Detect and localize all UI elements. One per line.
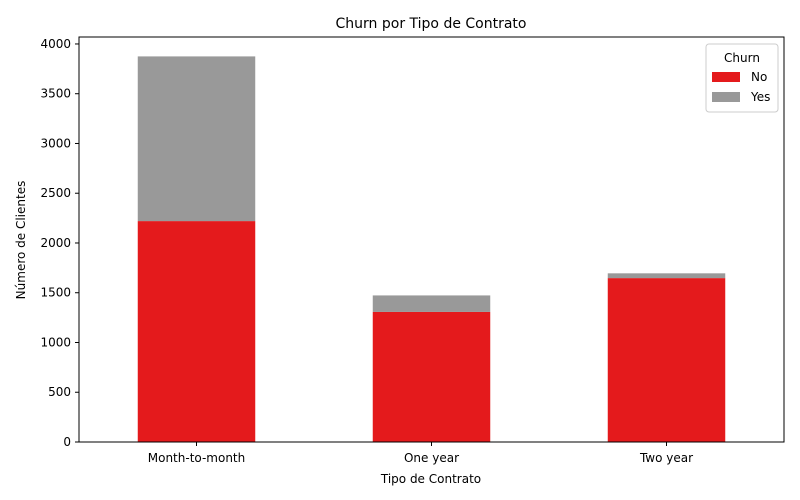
y-tick-label: 2000: [40, 236, 71, 250]
y-tick-label: 3000: [40, 136, 71, 150]
legend-label-no: No: [751, 70, 767, 84]
y-axis-title: Número de Clientes: [14, 181, 28, 300]
bar-no-two-year: [607, 278, 726, 442]
y-tick-label: 4000: [40, 37, 71, 51]
chart-title: Churn por Tipo de Contrato: [336, 16, 527, 32]
y-tick-label: 1500: [40, 286, 71, 300]
bar-yes-two-year: [607, 273, 726, 279]
bar-no-month-to-month: [137, 221, 256, 442]
bar-yes-month-to-month: [137, 56, 256, 222]
legend-label-yes: Yes: [750, 90, 770, 104]
y-tick-label: 0: [63, 435, 71, 449]
y-tick-label: 3500: [40, 87, 71, 101]
bar-yes-one-year: [372, 295, 491, 312]
y-tick-label: 1000: [40, 335, 71, 349]
legend: Churn No Yes: [705, 43, 779, 113]
x-tick-label: One year: [404, 451, 459, 465]
x-tick-label: Month-to-month: [148, 451, 246, 465]
bar-no-one-year: [372, 311, 491, 442]
y-tick-label: 500: [48, 385, 71, 399]
legend-swatch-yes: [712, 92, 740, 102]
legend-title: Churn: [724, 51, 760, 65]
x-tick-label: Two year: [639, 451, 693, 465]
y-tick-label: 2500: [40, 186, 71, 200]
x-axis-title: Tipo de Contrato: [380, 472, 481, 486]
plot-area: Month-to-month One year Two year 0 500 1000 15…: [40, 37, 726, 465]
plot-frame: [78, 36, 785, 443]
legend-swatch-no: [712, 72, 740, 82]
